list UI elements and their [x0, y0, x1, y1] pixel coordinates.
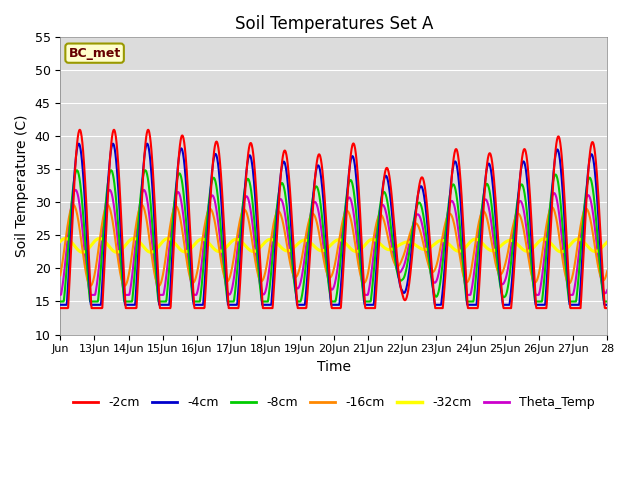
- -4cm: [309, 198, 317, 204]
- -4cm: [397, 283, 404, 289]
- -2cm: [56, 305, 64, 311]
- -4cm: [348, 154, 356, 159]
- -16cm: [397, 260, 404, 265]
- Line: -4cm: -4cm: [60, 144, 607, 305]
- -4cm: [425, 234, 433, 240]
- -4cm: [275, 190, 283, 196]
- -4cm: [70, 175, 78, 181]
- -16cm: [56, 273, 64, 278]
- -32cm: [79, 250, 86, 255]
- -2cm: [275, 198, 283, 204]
- Theta_Temp: [275, 198, 283, 204]
- Theta_Temp: [70, 189, 78, 194]
- Legend: -2cm, -4cm, -8cm, -16cm, -32cm, Theta_Temp: -2cm, -4cm, -8cm, -16cm, -32cm, Theta_Te…: [68, 391, 600, 414]
- -4cm: [604, 302, 611, 308]
- Line: -32cm: -32cm: [60, 239, 607, 252]
- -16cm: [425, 263, 433, 269]
- -8cm: [56, 299, 64, 304]
- Theta_Temp: [72, 187, 79, 193]
- Theta_Temp: [397, 269, 404, 275]
- -2cm: [348, 144, 356, 150]
- -16cm: [309, 211, 317, 216]
- Y-axis label: Soil Temperature (C): Soil Temperature (C): [15, 115, 29, 257]
- -16cm: [348, 223, 356, 229]
- Title: Soil Temperatures Set A: Soil Temperatures Set A: [235, 15, 433, 33]
- -32cm: [397, 241, 404, 247]
- -32cm: [70, 243, 78, 249]
- -16cm: [86, 283, 94, 288]
- -2cm: [397, 283, 404, 288]
- Text: BC_met: BC_met: [68, 47, 121, 60]
- -16cm: [70, 203, 78, 209]
- -2cm: [70, 183, 78, 189]
- -2cm: [76, 127, 84, 132]
- -32cm: [604, 239, 611, 245]
- Theta_Temp: [309, 202, 317, 208]
- -8cm: [309, 195, 317, 201]
- -32cm: [425, 246, 433, 252]
- -8cm: [397, 277, 404, 283]
- -4cm: [75, 141, 83, 146]
- -2cm: [309, 206, 317, 212]
- -4cm: [56, 302, 64, 308]
- -8cm: [141, 168, 149, 173]
- -8cm: [425, 252, 433, 258]
- -8cm: [604, 299, 611, 304]
- Theta_Temp: [56, 292, 64, 298]
- -2cm: [425, 220, 433, 226]
- -8cm: [70, 177, 78, 182]
- Theta_Temp: [604, 287, 611, 293]
- -32cm: [348, 247, 356, 253]
- Theta_Temp: [348, 201, 356, 206]
- Line: Theta_Temp: Theta_Temp: [60, 190, 607, 295]
- -16cm: [275, 209, 283, 215]
- Line: -16cm: -16cm: [60, 205, 607, 286]
- -16cm: [604, 268, 611, 274]
- -32cm: [309, 242, 317, 248]
- -32cm: [56, 239, 64, 244]
- -32cm: [275, 242, 283, 248]
- Line: -2cm: -2cm: [60, 130, 607, 308]
- Line: -8cm: -8cm: [60, 170, 607, 301]
- X-axis label: Time: Time: [317, 360, 351, 374]
- -32cm: [62, 236, 70, 241]
- -8cm: [275, 189, 283, 195]
- Theta_Temp: [425, 259, 433, 264]
- -2cm: [604, 305, 611, 311]
- -8cm: [348, 179, 356, 185]
- -16cm: [70, 202, 77, 208]
